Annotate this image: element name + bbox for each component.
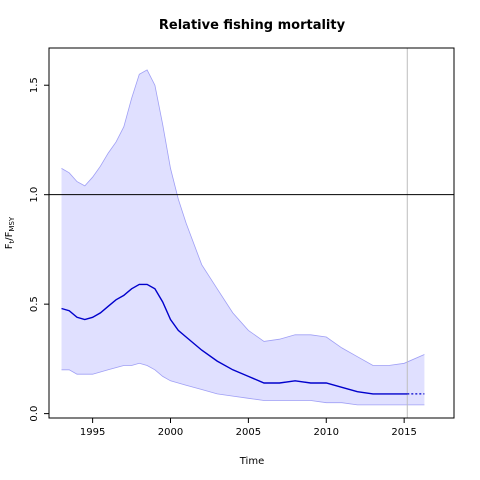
y-axis-label-sub1: t: [8, 240, 16, 243]
median-line: [61, 283, 408, 395]
y-axis-label: Ft/FMSY: [4, 216, 16, 249]
x-tick-label-2010: 2010: [314, 427, 339, 438]
y-tick-label-0.5: 0.5: [29, 296, 40, 312]
x-tick-label-1995: 1995: [80, 427, 105, 438]
y-tick-label-0.0: 0.0: [29, 406, 40, 422]
plot-area: [49, 48, 454, 418]
y-tick-label-1.0: 1.0: [29, 187, 40, 203]
chart-title: Relative fishing mortality: [159, 18, 346, 33]
plot-frame: [48, 47, 455, 419]
y-axis-label-main: F: [4, 243, 15, 249]
y-axis: 0.0 0.5 1.0 1.5: [29, 77, 49, 422]
y-axis-label-sep: /F: [4, 231, 15, 240]
y-axis-label-sub2: MSY: [8, 216, 16, 231]
upper-bound-line: [61, 69, 425, 366]
x-tick-label-2015: 2015: [391, 427, 416, 438]
x-axis: 1995 2000 2005 2010 2015: [80, 418, 417, 438]
x-tick-label-2000: 2000: [158, 427, 183, 438]
x-tick-label-2005: 2005: [236, 427, 261, 438]
y-tick-label-1.5: 1.5: [29, 77, 40, 93]
lower-bound-line: [61, 362, 425, 406]
confidence-band: [61, 69, 425, 405]
x-axis-label: Time: [239, 456, 264, 467]
